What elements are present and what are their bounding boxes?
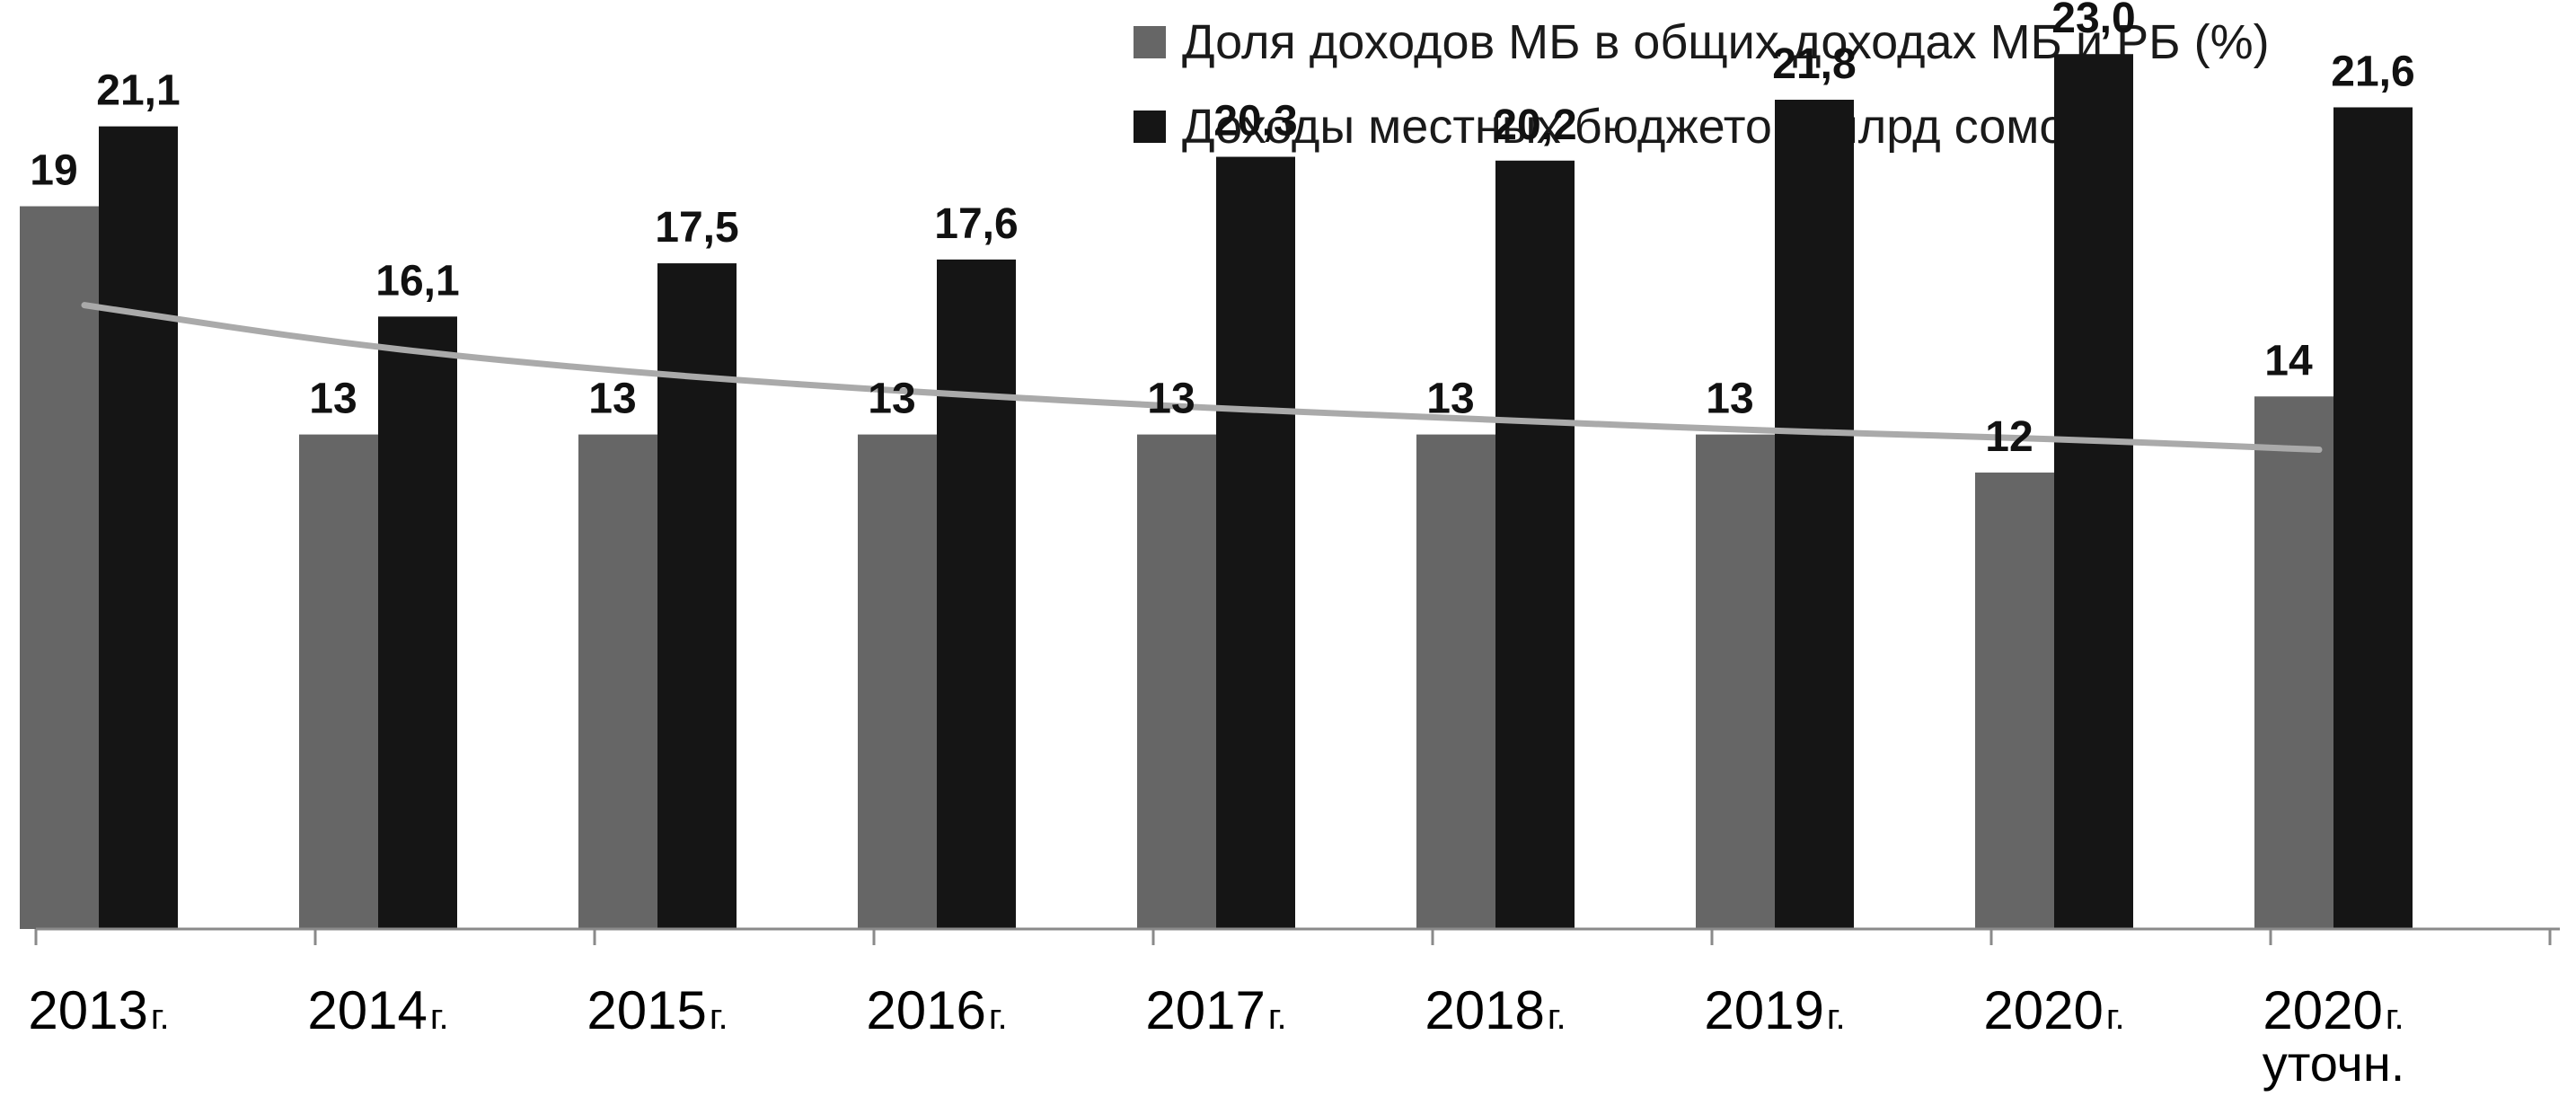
x-tick-label: 2019г.	[1704, 980, 1845, 1040]
data-label-revenue: 17,6	[934, 200, 1018, 248]
data-label-share: 13	[309, 376, 357, 423]
bar-share	[578, 434, 657, 929]
data-label-share: 13	[1147, 376, 1195, 423]
legend-label-revenue: Доходы местных бюджетов, млрд сомов	[1182, 100, 2093, 154]
data-label-revenue: 16,1	[375, 257, 459, 305]
bar-share	[299, 434, 378, 929]
bar-revenue	[1775, 100, 1854, 930]
x-tick-label: 2014г.	[307, 980, 448, 1040]
x-tick-label: 2020г.	[2263, 980, 2404, 1040]
data-label-share: 14	[2264, 337, 2313, 385]
data-label-share: 13	[588, 376, 636, 423]
legend-swatch-revenue	[1134, 111, 1166, 143]
trendline	[81, 302, 2323, 454]
data-labels-group: 19 21,1 13 16,1 13 17,5 13 17,6 13 20,3 13 20,2 13 21…	[30, 0, 2414, 461]
x-tick-label: 2016г.	[866, 980, 1007, 1040]
data-label-revenue: 23,0	[2051, 0, 2135, 42]
bar-revenue	[99, 126, 178, 930]
data-label-share: 13	[868, 376, 915, 423]
x-tick-sublabel: уточн.	[2263, 1035, 2405, 1092]
trendline-group	[81, 302, 2323, 454]
bar-share	[1696, 434, 1775, 929]
bar-revenue	[2054, 54, 2133, 930]
bar-revenue	[657, 263, 737, 929]
data-label-revenue: 21,6	[2331, 48, 2414, 95]
data-label-revenue: 21,1	[96, 67, 180, 115]
x-tick-label: 2017г.	[1145, 980, 1286, 1040]
bar-revenue	[1495, 160, 1575, 930]
legend-item-revenue: Доходы местных бюджетов, млрд сомов	[1134, 100, 2270, 154]
x-tick-label: 2020г.	[1983, 980, 2124, 1040]
data-label-revenue: 20,2	[1493, 102, 1576, 149]
x-axis: 2013г. 2014г. 2015г. 2016г. 2017г. 2018г. 2019…	[28, 927, 2560, 1092]
bar-share	[858, 434, 937, 929]
data-label-share: 13	[1706, 376, 1753, 423]
data-label-share: 19	[30, 147, 77, 195]
bar-revenue	[378, 316, 457, 929]
legend-swatch-share	[1134, 26, 1166, 58]
bar-share	[1975, 472, 2054, 929]
bar-share	[20, 206, 99, 929]
bar-share	[2254, 396, 2333, 929]
bar-share	[1137, 434, 1216, 929]
x-tick-label: 2018г.	[1425, 980, 1566, 1040]
data-label-revenue: 17,5	[655, 204, 738, 252]
bar-revenue	[937, 259, 1016, 929]
x-tick-label: 2015г.	[587, 980, 728, 1040]
bars-group	[20, 54, 2413, 930]
bar-revenue	[2333, 107, 2413, 929]
data-label-share: 13	[1426, 376, 1474, 423]
bar-share	[1416, 434, 1495, 929]
data-label-share: 12	[1985, 413, 2033, 461]
legend: Доля доходов МБ в общих доходах МБ и РБ …	[1134, 0, 2270, 187]
data-label-revenue: 20,3	[1213, 98, 1297, 146]
data-label-revenue: 21,8	[1772, 40, 1856, 88]
bar-revenue	[1216, 156, 1295, 930]
x-tick-label: 2013г.	[28, 980, 169, 1040]
